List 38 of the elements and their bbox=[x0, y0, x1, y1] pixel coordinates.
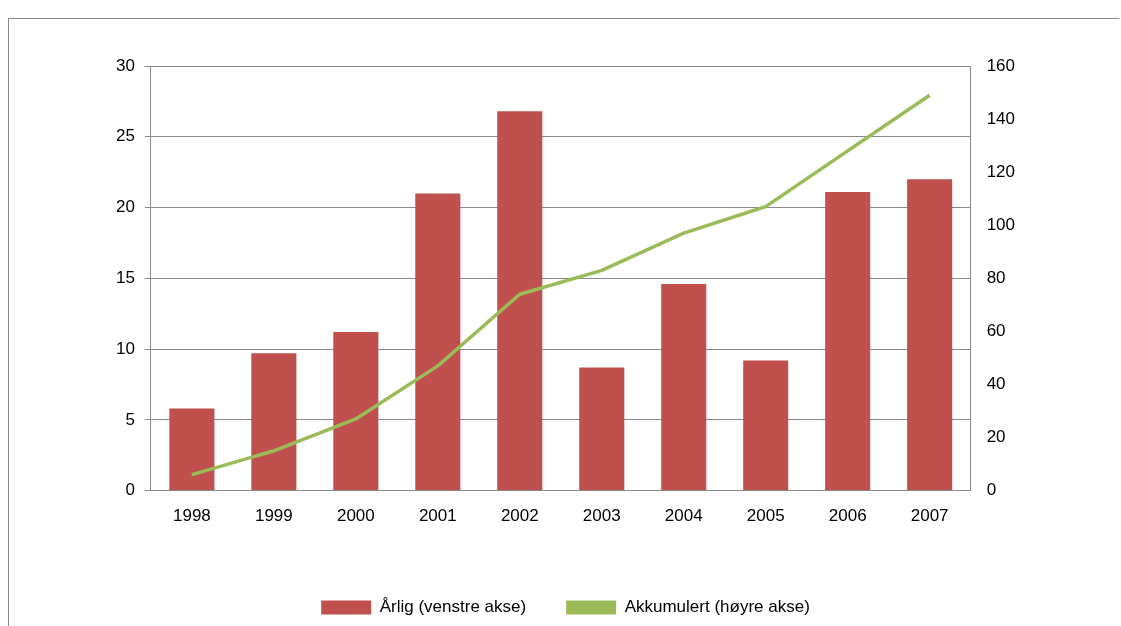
y2-tick-label: 120 bbox=[986, 161, 1016, 181]
y2-tick-label: 60 bbox=[986, 321, 1006, 341]
y-tick-label: 0 bbox=[125, 480, 135, 500]
y2-tick-label: 40 bbox=[986, 374, 1006, 394]
bar bbox=[333, 332, 379, 491]
x-tick-label: 2002 bbox=[500, 506, 539, 526]
y2-tick-label: 80 bbox=[986, 267, 1006, 287]
bar bbox=[169, 408, 215, 491]
y-tick-label: 5 bbox=[125, 409, 135, 429]
bar bbox=[907, 179, 953, 491]
bar bbox=[825, 191, 871, 491]
bar bbox=[743, 360, 789, 491]
y-tick-label: 20 bbox=[115, 197, 135, 217]
bar bbox=[579, 367, 625, 491]
y2-tick-label: 100 bbox=[986, 214, 1016, 234]
y2-tick-label: 0 bbox=[986, 480, 997, 500]
x-tick-label: 2007 bbox=[910, 506, 949, 526]
bar bbox=[415, 193, 461, 491]
y-tick-label: 10 bbox=[115, 338, 135, 358]
x-tick-label: 2001 bbox=[418, 506, 457, 526]
legend-label: Akkumulert (høyre akse) bbox=[624, 597, 810, 617]
bar bbox=[251, 353, 297, 491]
bar bbox=[661, 283, 707, 491]
y2-tick-label: 140 bbox=[986, 108, 1016, 128]
y-tick-label: 30 bbox=[115, 55, 135, 75]
x-tick-label: 1999 bbox=[254, 506, 293, 526]
x-tick-label: 2006 bbox=[828, 506, 867, 526]
x-tick-label: 2005 bbox=[746, 506, 785, 526]
y2-tick-label: 160 bbox=[986, 55, 1016, 75]
legend-label: Årlig (venstre akse) bbox=[379, 597, 527, 617]
y2-tick-label: 20 bbox=[986, 427, 1006, 447]
x-tick-label: 1998 bbox=[172, 506, 211, 526]
x-tick-label: 2004 bbox=[664, 506, 703, 526]
x-tick-label: 2000 bbox=[336, 506, 375, 526]
y-tick-label: 15 bbox=[115, 267, 135, 287]
x-tick-label: 2003 bbox=[582, 506, 621, 526]
bar bbox=[497, 111, 543, 491]
y-tick-label: 25 bbox=[115, 126, 135, 146]
